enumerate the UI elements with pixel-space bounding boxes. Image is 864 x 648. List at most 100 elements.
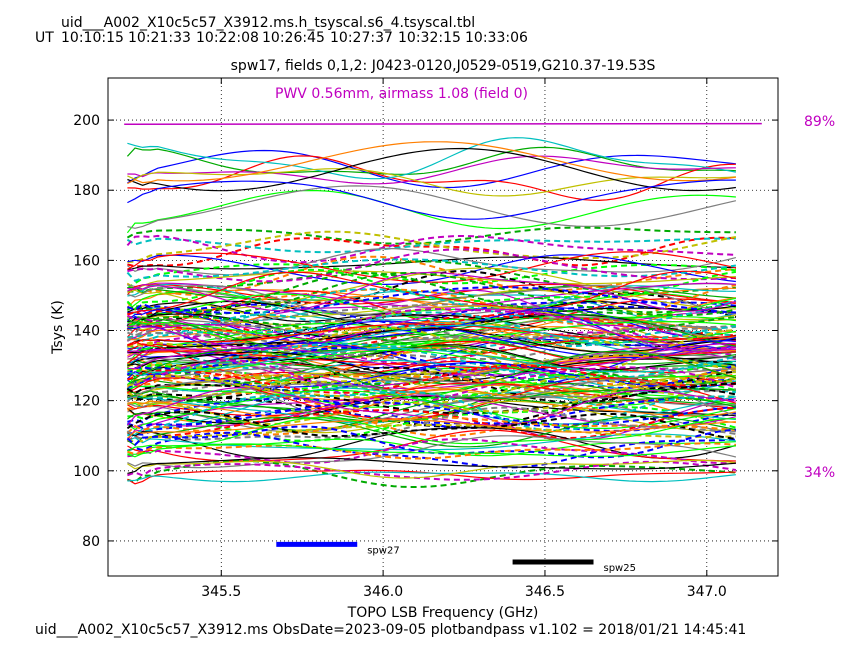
ut-label: UT xyxy=(35,30,54,46)
tsys-series-line xyxy=(127,149,736,189)
tsys-series-line xyxy=(127,155,736,185)
tsys-series-line xyxy=(126,410,737,440)
tsys-series-line xyxy=(127,459,736,479)
tsys-series-line xyxy=(127,442,736,460)
tsys-series-line xyxy=(126,322,737,360)
tsys-series-line xyxy=(127,438,736,465)
y-axis-label: Tsys (K) xyxy=(50,300,66,355)
tsys-series-line xyxy=(127,392,736,437)
tsys-series-line xyxy=(126,361,736,400)
tsys-series-line xyxy=(127,260,736,294)
tsys-series-line xyxy=(127,271,737,312)
tsys-series-line xyxy=(127,254,736,286)
spw-label-spw25: spw25 xyxy=(604,563,636,574)
transmission-curve xyxy=(124,122,762,126)
tsys-series-line xyxy=(126,407,736,443)
ticks: 345.5 346.0 346.5 347.0 80 100 120 140 160 180 200 xyxy=(73,78,778,600)
tsys-series-line xyxy=(127,419,736,439)
tsys-series-line xyxy=(127,471,736,483)
tsys-series-line xyxy=(127,390,736,438)
tsys-series-line xyxy=(126,284,737,331)
tsys-series-line xyxy=(127,179,736,220)
y-tick-label: 180 xyxy=(73,183,100,199)
tsys-series-line xyxy=(126,308,737,352)
tsys-series-line xyxy=(126,335,736,370)
tsys-series-line xyxy=(127,300,736,323)
plot-frame xyxy=(107,77,779,577)
tsys-series-line xyxy=(127,323,736,347)
tsys-series-line xyxy=(127,230,737,263)
tsys-series-line xyxy=(126,359,737,406)
tsys-series-line xyxy=(127,185,737,229)
transmission-bottom-label: 34% xyxy=(804,465,835,481)
tsys-series-line xyxy=(127,406,737,442)
tsys-series-line xyxy=(126,263,737,290)
tsys-series-line xyxy=(126,370,736,400)
overlay-group: spw27 spw25 xyxy=(124,122,762,574)
tsys-series-line xyxy=(127,457,736,474)
y-tick-label: 200 xyxy=(73,113,100,129)
tsys-series-line xyxy=(126,234,736,264)
ut-time: 10:21:33 xyxy=(128,30,191,46)
tsys-series-line xyxy=(127,316,736,358)
tsys-series-line xyxy=(126,268,737,311)
tsys-series-line xyxy=(127,248,736,283)
x-tick-label: 345.5 xyxy=(201,584,241,600)
tsys-series-line xyxy=(127,251,737,283)
y-tick-label: 120 xyxy=(73,394,100,410)
x-tick-label: 346.5 xyxy=(525,584,565,600)
tsys-series-line xyxy=(127,443,736,458)
tsys-series-line xyxy=(127,416,736,452)
tsys-series-line xyxy=(127,433,736,451)
tsys-series-line xyxy=(127,460,737,481)
tsys-series-line xyxy=(127,364,736,394)
ut-time: 10:10:15 xyxy=(61,30,124,46)
tsys-series-line xyxy=(127,256,736,271)
tsys-series-line xyxy=(127,371,736,398)
tsys-series-line xyxy=(126,226,736,245)
tsys-series-line xyxy=(127,272,737,320)
tsys-series-line xyxy=(127,283,736,323)
ut-time: 10:26:45 xyxy=(262,30,325,46)
ut-time: 10:32:15 xyxy=(398,30,461,46)
series-group xyxy=(126,137,737,488)
x-tick-label: 346.0 xyxy=(363,584,403,600)
tsys-series-line xyxy=(127,396,737,431)
tsys-series-line xyxy=(127,147,736,192)
chart-title: spw17, fields 0,1,2: J0423-0120,J0529-05… xyxy=(231,58,656,74)
tsys-series-line xyxy=(127,374,736,413)
tsys-series-line xyxy=(127,424,736,444)
x-axis-label: TOPO LSB Frequency (GHz) xyxy=(347,605,539,621)
tsys-series-line xyxy=(126,189,736,234)
table-name: uid___A002_X10c5c57_X3912.ms.h_tsyscal.s… xyxy=(61,15,476,31)
spw-label-spw27: spw27 xyxy=(367,545,399,556)
ut-time: 10:27:37 xyxy=(330,30,393,46)
tsys-series-line xyxy=(127,293,737,328)
tsys-series-line xyxy=(126,361,736,393)
tsys-series-line xyxy=(127,459,736,488)
tsys-series-line xyxy=(127,286,736,315)
tsys-series-line xyxy=(127,315,736,353)
tsys-series-line xyxy=(127,141,736,185)
tsys-series-line xyxy=(127,367,736,387)
transmission-top-label: 89% xyxy=(804,114,835,130)
tsys-series-line xyxy=(127,320,737,365)
tsys-series-line xyxy=(127,347,737,390)
ut-time: 10:22:08 xyxy=(196,30,259,46)
y-tick-label: 160 xyxy=(73,253,100,269)
tsys-series-line xyxy=(127,340,736,382)
tsys-series-line xyxy=(127,308,736,351)
footer-text: uid___A002_X10c5c57_X3912.ms ObsDate=202… xyxy=(35,622,747,638)
tsys-series-line xyxy=(127,347,737,377)
tsys-series-line xyxy=(127,168,736,197)
pwv-annotation: PWV 0.56mm, airmass 1.08 (field 0) xyxy=(275,86,528,102)
tsys-series-line xyxy=(127,435,737,469)
x-tick-label: 347.0 xyxy=(687,584,727,600)
tsys-series-line xyxy=(127,327,736,354)
tsys-series-line xyxy=(126,382,736,415)
tsys-series-line xyxy=(127,389,737,419)
y-tick-label: 80 xyxy=(82,534,100,550)
tsys-series-line xyxy=(127,137,737,180)
tsys-series-line xyxy=(126,386,736,426)
